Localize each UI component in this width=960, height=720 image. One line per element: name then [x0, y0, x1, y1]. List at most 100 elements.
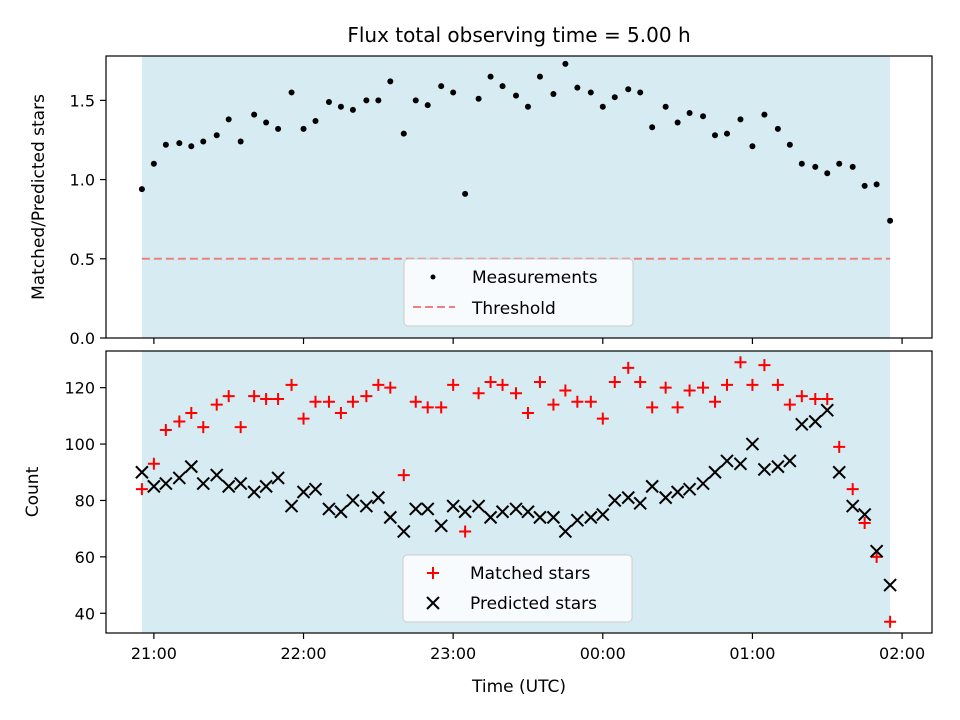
predicted-star-point [883, 578, 897, 592]
matched-star-point [260, 392, 273, 405]
matched-legend-label: Matched stars [470, 564, 590, 584]
matched-star-point [858, 517, 871, 530]
y-tick-label: 40 [75, 604, 95, 623]
ratio-legend: Measurements Threshold [403, 258, 634, 327]
predicted-star-point [558, 524, 573, 539]
x-tick-label: 22:00 [280, 644, 326, 663]
predicted-star-point [546, 510, 561, 525]
matched-star-point [421, 401, 434, 414]
measurement-point [774, 125, 781, 132]
predicted-star-point [147, 479, 161, 494]
predicted-star-point [533, 510, 547, 525]
matched-star-point [360, 390, 373, 403]
measurement-point [499, 83, 506, 90]
predicted-star-point [608, 493, 622, 508]
predicted-star-point [820, 403, 834, 417]
matched-star-point [709, 395, 722, 408]
measurement-point [625, 86, 632, 93]
x-tick-label: 01:00 [729, 644, 775, 663]
predicted-star-point [584, 510, 598, 525]
measurement-point [550, 91, 557, 98]
predicted-star-point [434, 519, 448, 533]
measurement-point [188, 143, 195, 150]
y-tick-label: 0.0 [70, 329, 95, 348]
measurement-point [424, 102, 431, 109]
predicted-star-point [696, 476, 710, 491]
predicted-star-point [745, 437, 760, 451]
measurement-point [387, 78, 394, 85]
y-tick-label: 100 [64, 435, 95, 454]
measurement-point [562, 60, 569, 67]
predicted-star-point [259, 479, 273, 494]
matched-stars-points [135, 356, 897, 628]
predicted-star-point [832, 465, 846, 479]
measurement-point [723, 130, 730, 137]
measurement-point [662, 103, 669, 110]
matched-star-point [584, 395, 597, 408]
predicted-star-point [808, 414, 822, 429]
measurement-point [200, 138, 207, 145]
measurement-point [737, 116, 744, 123]
matched-star-point [447, 378, 460, 391]
y-tick-label: 1.0 [70, 171, 95, 190]
predicted-star-point [658, 490, 673, 505]
matched-star-point [533, 376, 546, 389]
x-tick-label: 02:00 [879, 644, 925, 663]
predicted-star-point [334, 505, 348, 519]
predicted-star-point [247, 485, 261, 499]
predicted-star-point [570, 513, 585, 527]
count-y-axis-label: Count [23, 466, 43, 517]
matched-star-point [646, 401, 659, 414]
predicted-star-point [371, 490, 386, 505]
ratio-y-ticks: 0.0 0.5 1.0 1.5 [70, 91, 106, 348]
measurement-point [812, 163, 819, 170]
measurement-point [325, 98, 332, 105]
measurement-point [363, 97, 370, 104]
measurement-point [599, 103, 606, 110]
predicted-star-point [196, 476, 210, 491]
count-panel: 40 60 80 100 120 21:00 22:00 23:00 00:00 01:00 02… [23, 350, 933, 663]
measurement-point [462, 190, 469, 197]
matched-star-point [384, 381, 397, 394]
matched-star-point [147, 457, 160, 470]
matched-star-point [758, 359, 771, 372]
predicted-star-point [471, 499, 486, 513]
predicted-star-point [869, 544, 884, 558]
matched-star-point [234, 421, 247, 434]
ratio-legend-box [403, 258, 634, 327]
matched-star-point [734, 356, 747, 369]
predicted-legend-label: Predicted stars [470, 594, 597, 614]
measurement-point [524, 103, 531, 110]
matched-star-point [596, 412, 609, 425]
matched-star-point [720, 378, 733, 391]
matched-star-point [397, 469, 410, 482]
predicted-star-point [296, 485, 311, 499]
measurement-point [574, 84, 581, 91]
measurement-point [263, 119, 270, 126]
predicted-star-point [720, 454, 734, 468]
measurement-points [138, 60, 894, 224]
predicted-stars-points [135, 403, 897, 592]
count-legend: Matched stars Predicted stars [402, 554, 633, 623]
matched-star-point [833, 440, 846, 453]
measurement-point [312, 117, 319, 124]
count-legend-box [402, 554, 633, 623]
predicted-star-point [757, 462, 772, 477]
matched-star-point [671, 401, 684, 414]
measurement-point [637, 89, 644, 96]
predicted-star-point [795, 417, 809, 432]
matched-star-point [496, 378, 509, 391]
measurement-point [337, 103, 344, 110]
ratio-panel: 0.0 0.5 1.0 1.5 Matched/Predicted stars Mea… [29, 55, 933, 348]
predicted-star-point [210, 468, 224, 482]
measurement-point [438, 83, 445, 90]
measurement-point [849, 163, 856, 170]
matched-star-point [372, 378, 385, 391]
matched-star-point [435, 401, 448, 414]
measurement-point [138, 186, 145, 193]
measurement-point [873, 181, 880, 188]
measurement-point [587, 89, 594, 96]
predicted-star-point [346, 493, 360, 508]
measurement-point [861, 182, 868, 189]
